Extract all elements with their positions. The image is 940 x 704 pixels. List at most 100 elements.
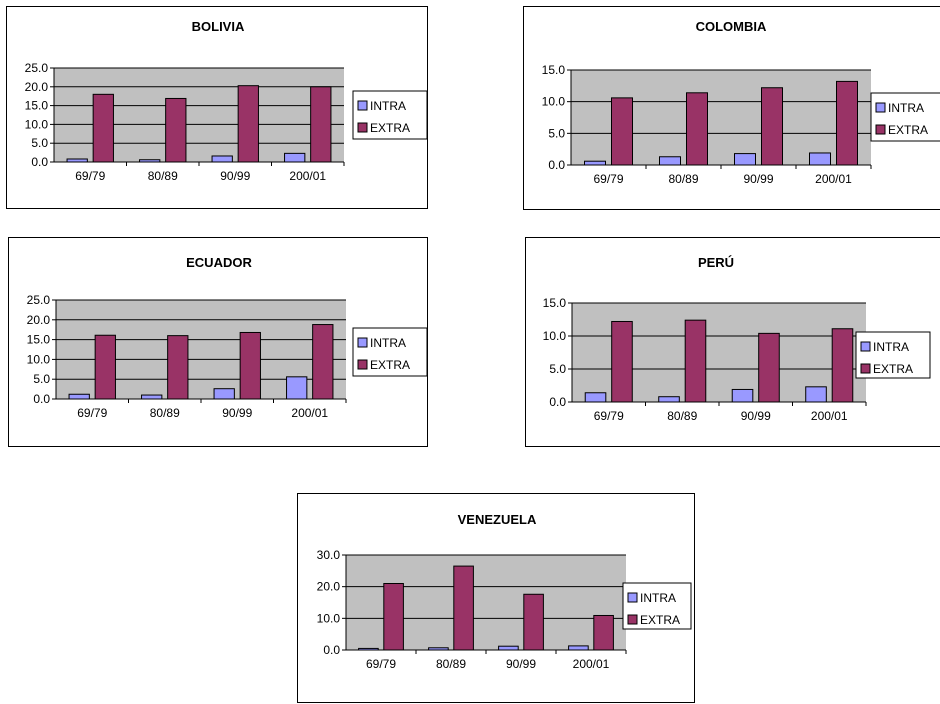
bar-extra bbox=[684, 319, 707, 403]
bar-intra bbox=[428, 647, 449, 651]
bar-extra bbox=[237, 85, 259, 163]
bar-extra bbox=[165, 97, 187, 163]
y-tick-label: 0.0 bbox=[323, 643, 340, 657]
y-tick-label: 25.0 bbox=[25, 61, 49, 75]
legend-box bbox=[855, 331, 931, 379]
bar-extra bbox=[611, 320, 633, 403]
y-tick-label: 10.0 bbox=[25, 117, 49, 131]
bar-intra bbox=[809, 152, 831, 166]
bar-intra bbox=[358, 647, 379, 651]
legend-swatch-extra bbox=[875, 124, 886, 135]
y-tick-label: 15.0 bbox=[543, 296, 567, 310]
y-tick-label: 15.0 bbox=[25, 99, 49, 113]
legend-label: INTRA bbox=[370, 336, 406, 350]
x-tick-label: 69/79 bbox=[75, 169, 105, 183]
x-tick-label: 80/89 bbox=[668, 172, 698, 186]
x-tick-label: 200/01 bbox=[811, 409, 848, 423]
x-tick-label: 200/01 bbox=[573, 657, 610, 671]
y-tick-label: 20.0 bbox=[27, 313, 51, 327]
legend-label: EXTRA bbox=[888, 123, 928, 137]
bar-intra bbox=[211, 155, 233, 163]
bar-intra bbox=[139, 159, 161, 163]
chart-svg-peru: PERÚ 0.0 5.0 10.0 15.0 69/79 80/89 90/99 200/01… bbox=[543, 255, 931, 423]
x-tick-label: 200/01 bbox=[291, 406, 328, 420]
legend-label: EXTRA bbox=[640, 613, 680, 627]
legend-swatch-intra bbox=[875, 102, 886, 113]
legend-label: EXTRA bbox=[370, 121, 410, 135]
chart-ecuador: ECUADOR 0.0 5.0 10.0 15.0 20.0 25.0 69/79 80/89… bbox=[8, 237, 428, 447]
x-tick-label: 90/99 bbox=[222, 406, 252, 420]
x-tick-label: 69/79 bbox=[594, 409, 624, 423]
legend-swatch-intra bbox=[357, 100, 368, 111]
legend-swatch-extra bbox=[357, 122, 368, 133]
x-tick-label: 80/89 bbox=[667, 409, 697, 423]
chart-title: ECUADOR bbox=[186, 255, 252, 270]
y-tick-label: 5.0 bbox=[33, 372, 50, 386]
bar-intra bbox=[68, 393, 90, 400]
y-tick-label: 0.0 bbox=[549, 395, 566, 409]
bar-intra bbox=[584, 160, 606, 166]
legend-label: INTRA bbox=[370, 99, 406, 113]
y-tick-label: 15.0 bbox=[27, 333, 51, 347]
y-tick-label: 10.0 bbox=[542, 95, 566, 109]
bar-extra bbox=[310, 86, 332, 163]
legend-swatch-intra bbox=[627, 592, 638, 603]
y-tick-label: 0.0 bbox=[31, 155, 48, 169]
chart-svg-ecuador: ECUADOR 0.0 5.0 10.0 15.0 20.0 25.0 69/79 80/89… bbox=[27, 255, 428, 420]
x-tick-label: 80/89 bbox=[148, 169, 178, 183]
bar-intra bbox=[286, 376, 308, 400]
y-tick-label: 10.0 bbox=[543, 329, 567, 343]
bar-intra bbox=[734, 153, 756, 166]
x-tick-label: 200/01 bbox=[815, 172, 852, 186]
y-tick-label: 5.0 bbox=[549, 362, 566, 376]
legend-label: EXTRA bbox=[370, 358, 410, 372]
bar-intra bbox=[141, 394, 163, 400]
chart-svg-bolivia: BOLIVIA 0.0 5.0 10.0 15.0 20.0 25.0 69/79 80/89… bbox=[25, 19, 428, 183]
legend-swatch-intra bbox=[357, 337, 368, 348]
x-tick-label: 90/99 bbox=[220, 169, 250, 183]
bar-extra bbox=[836, 80, 858, 166]
x-tick-label: 69/79 bbox=[366, 657, 396, 671]
bar-intra bbox=[805, 386, 827, 403]
legend-swatch-intra bbox=[860, 341, 871, 352]
y-tick-label: 0.0 bbox=[548, 158, 565, 172]
bar-intra bbox=[584, 392, 607, 403]
bar-extra bbox=[611, 97, 633, 166]
y-tick-label: 10.0 bbox=[27, 352, 51, 366]
x-tick-label: 90/99 bbox=[741, 409, 771, 423]
chart-peru: PERÚ 0.0 5.0 10.0 15.0 69/79 80/89 90/99 200/01… bbox=[525, 237, 940, 447]
bar-extra bbox=[239, 331, 261, 400]
bar-extra bbox=[761, 87, 783, 166]
bar-intra bbox=[658, 396, 680, 403]
chart-colombia: COLOMBIA 0.0 5.0 10.0 15.0 69/79 80/89 90/99 20… bbox=[523, 6, 940, 210]
x-tick-label: 80/89 bbox=[436, 657, 466, 671]
bar-extra bbox=[686, 92, 708, 166]
chart-title: COLOMBIA bbox=[696, 19, 767, 34]
x-tick-label: 69/79 bbox=[77, 406, 107, 420]
chart-title: VENEZUELA bbox=[458, 512, 537, 527]
legend-swatch-extra bbox=[860, 363, 871, 374]
bar-intra bbox=[213, 388, 235, 400]
y-tick-label: 30.0 bbox=[317, 548, 341, 562]
chart-bolivia: BOLIVIA 0.0 5.0 10.0 15.0 20.0 25.0 69/79 80/89… bbox=[6, 6, 428, 209]
y-tick-label: 5.0 bbox=[548, 126, 565, 140]
bar-extra bbox=[831, 328, 854, 403]
x-tick-label: 200/01 bbox=[289, 169, 326, 183]
x-tick-label: 80/89 bbox=[150, 406, 180, 420]
bar-intra bbox=[66, 158, 88, 163]
chart-title: BOLIVIA bbox=[192, 19, 245, 34]
x-tick-label: 90/99 bbox=[743, 172, 773, 186]
bar-intra bbox=[284, 152, 306, 163]
bar-intra bbox=[659, 156, 681, 166]
x-tick-label: 90/99 bbox=[506, 657, 536, 671]
bar-extra bbox=[593, 614, 614, 651]
bar-extra bbox=[92, 93, 114, 163]
bar-intra bbox=[498, 645, 519, 651]
y-tick-label: 20.0 bbox=[25, 80, 49, 94]
y-tick-label: 25.0 bbox=[27, 293, 51, 307]
chart-svg-venezuela: VENEZUELA 0.0 10.0 20.0 30.0 69/79 80/89 90/99… bbox=[317, 512, 692, 671]
legend-swatch-extra bbox=[357, 359, 368, 370]
legend-label: EXTRA bbox=[873, 362, 913, 376]
legend-swatch-extra bbox=[627, 614, 638, 625]
bar-extra bbox=[94, 334, 116, 400]
